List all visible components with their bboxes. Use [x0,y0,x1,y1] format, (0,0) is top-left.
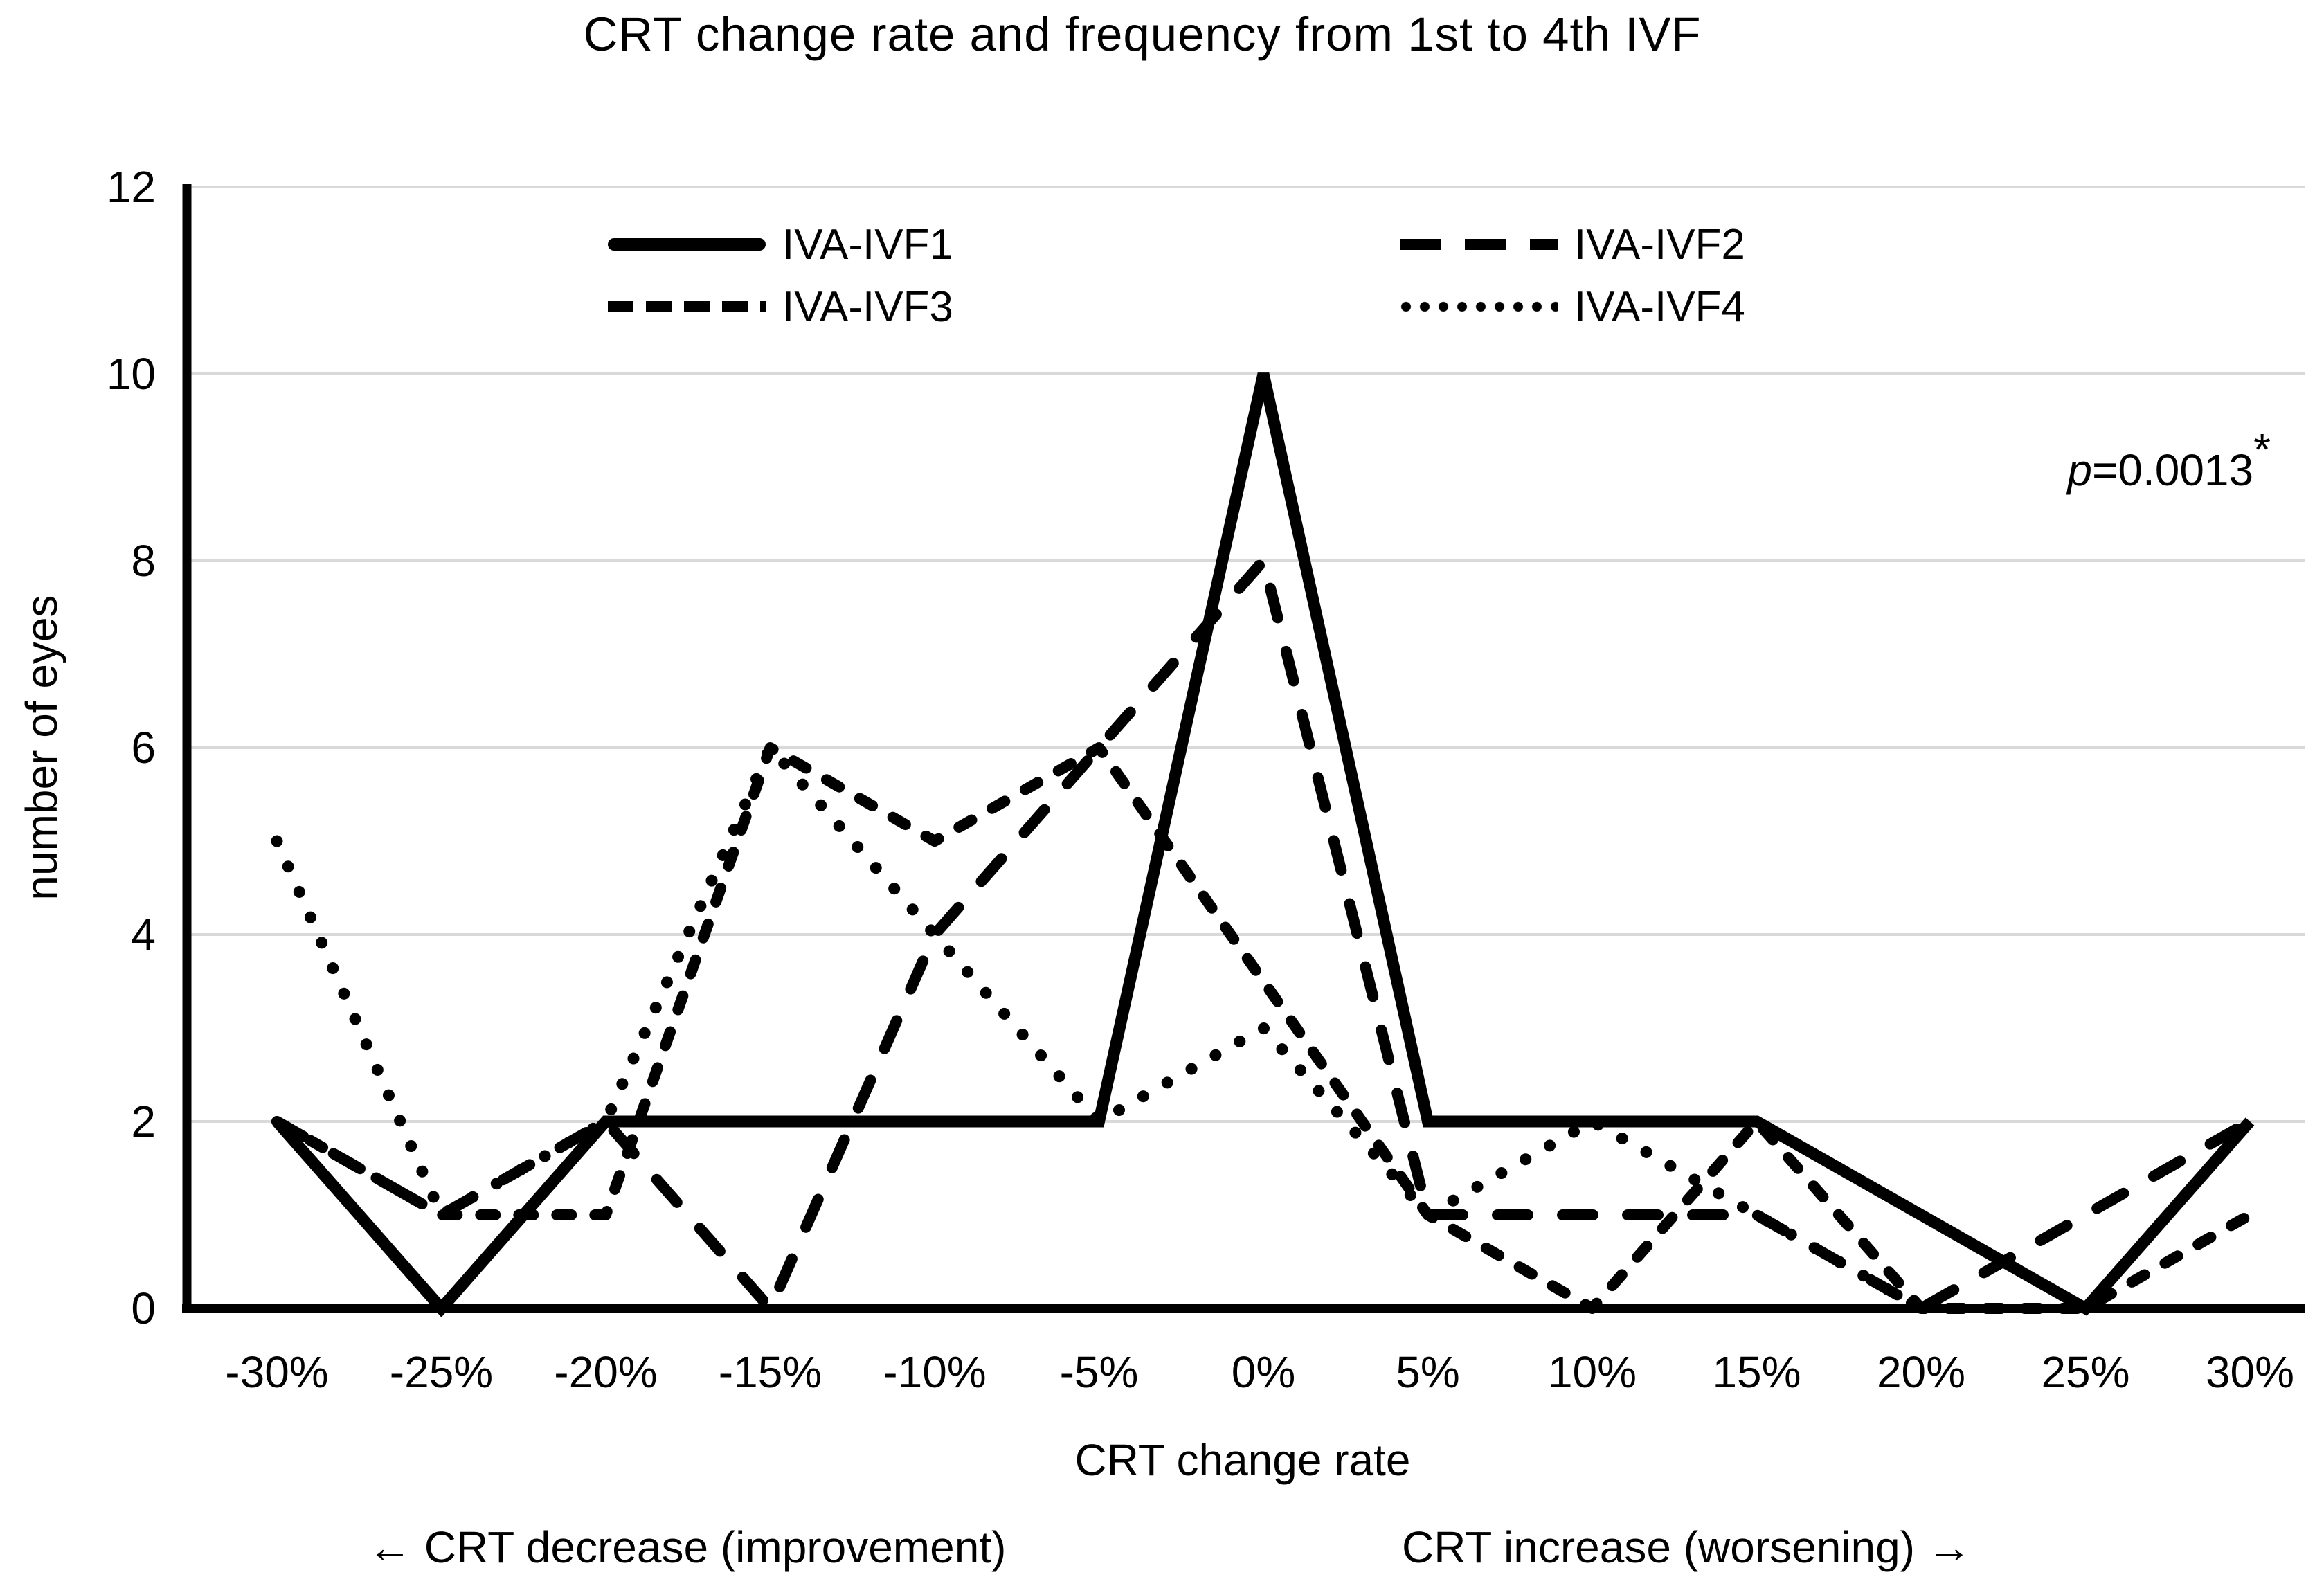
y-tick-label-8: 8 [131,536,156,586]
x-tick-label--30%: -30% [225,1347,329,1397]
x-axis-title: CRT change rate [1074,1435,1411,1485]
legend-label-iva-ivf1: IVA-IVF1 [782,220,953,269]
legend-item-iva-ivf3: IVA-IVF3 [608,282,953,331]
legend-marker-solid-icon [608,238,766,251]
x-tick-label-30%: 30% [2205,1347,2295,1397]
x-tick-label--20%: -20% [554,1347,658,1397]
x-tick-label-15%: 15% [1712,1347,1801,1397]
x-tick-label-10%: 10% [1547,1347,1637,1397]
x-tick-label--10%: -10% [883,1347,987,1397]
significance-asterisk: * [2253,424,2271,474]
p-symbol: p [2067,445,2092,495]
y-tick-label-4: 4 [131,910,156,959]
x-tick-label-25%: 25% [2041,1347,2130,1397]
legend-marker-short-dash-icon [608,301,766,312]
legend-item-iva-ivf1: IVA-IVF1 [608,220,953,269]
y-tick-label-6: 6 [131,723,156,773]
y-tick-label-12: 12 [106,162,156,212]
legend-marker-dotted-icon [1400,300,1558,313]
footnote-decrease: ← CRT decrease (improvement) [368,1522,1007,1572]
y-tick-label-2: 2 [131,1097,156,1146]
legend-label-iva-ivf3: IVA-IVF3 [782,282,953,331]
x-tick-label--15%: -15% [718,1347,822,1397]
x-tick-label-5%: 5% [1396,1347,1460,1397]
y-tick-label-10: 10 [106,349,156,399]
y-tick-label-0: 0 [131,1283,156,1333]
legend-label-iva-ivf2: IVA-IVF2 [1574,220,1745,269]
series-line-iva-ivf4 [271,741,1927,1315]
series-line-iva-ivf1 [272,372,2255,1317]
x-tick-label-0%: 0% [1231,1347,1296,1397]
legend-item-iva-ivf4: IVA-IVF4 [1400,282,1745,331]
legend-item-iva-ivf2: IVA-IVF2 [1400,220,1745,269]
legend-label-iva-ivf4: IVA-IVF4 [1574,282,1745,331]
x-tick-label--25%: -25% [389,1347,494,1397]
p-value: =0.0013 [2091,445,2254,495]
p-value-annotation: p=0.0013* [1973,424,2271,496]
chart-title: CRT change rate and frequency from 1st t… [583,8,1702,61]
plot-area [182,184,2305,1317]
footnote-increase: CRT increase (worsening) → [1402,1522,1972,1572]
x-tick-label--5%: -5% [1059,1347,1139,1397]
legend-marker-long-dash-icon [1400,239,1558,250]
x-tick-label-20%: 20% [1876,1347,1966,1397]
